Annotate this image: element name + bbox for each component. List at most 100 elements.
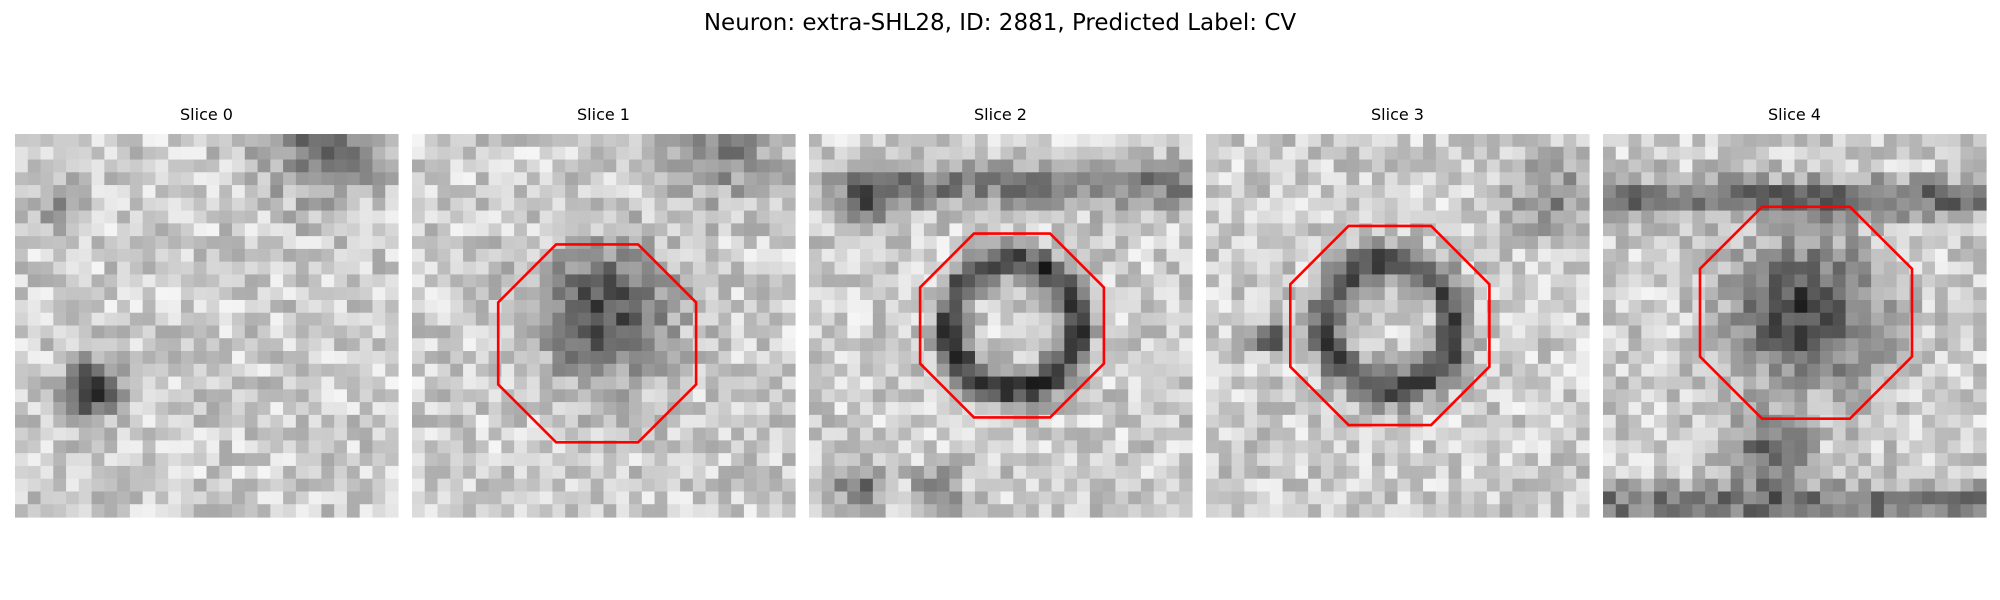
pixel (1537, 325, 1552, 339)
pixel (66, 223, 80, 237)
pixel (629, 185, 643, 199)
pixel (1089, 134, 1104, 148)
pixel (821, 274, 836, 288)
pixel (142, 223, 157, 237)
pixel (244, 338, 259, 352)
pixel (987, 427, 1002, 441)
pixel (1820, 274, 1834, 288)
pixel (66, 248, 80, 263)
pixel (1128, 427, 1142, 441)
pixel (616, 351, 630, 365)
pixel (1934, 402, 1949, 416)
pixel (834, 223, 848, 237)
pixel (692, 197, 707, 212)
pixel (1257, 478, 1271, 493)
pixel (1423, 465, 1437, 480)
pixel (654, 312, 668, 327)
pixel (809, 134, 823, 148)
pixel (1845, 389, 1859, 403)
pixel (1909, 376, 1923, 390)
pixel (1077, 504, 1091, 518)
pixel (539, 261, 554, 276)
pixel (911, 427, 925, 441)
pixel (731, 414, 745, 429)
pixel (1179, 465, 1193, 480)
panel-title: Slice 4 (1768, 105, 1821, 124)
pixel (629, 465, 643, 480)
pixel (1115, 453, 1129, 467)
pixel (155, 325, 169, 339)
pixel (885, 376, 899, 390)
pixel (923, 478, 938, 493)
pixel (1871, 197, 1885, 212)
pixel (860, 453, 874, 467)
pixel (270, 351, 284, 365)
pixel (718, 453, 732, 467)
pixel (15, 248, 29, 263)
pixel (1781, 185, 1796, 199)
pixel (244, 261, 259, 276)
pixel (1077, 159, 1091, 173)
pixel (1679, 465, 1693, 480)
pixel (1654, 223, 1668, 237)
pixel (1115, 134, 1129, 148)
pixel (1615, 172, 1630, 186)
pixel (1934, 261, 1949, 276)
pixel (1295, 453, 1309, 467)
pixel (193, 465, 208, 480)
pixel (565, 504, 579, 518)
pixel (463, 414, 477, 429)
pixel (1679, 478, 1693, 493)
pixel (475, 402, 490, 416)
pixel (552, 210, 566, 224)
pixel (565, 274, 579, 288)
pixel (1576, 172, 1590, 186)
pixel (15, 402, 29, 416)
pixel (346, 402, 361, 416)
pixel (1128, 338, 1142, 352)
pixel (91, 440, 105, 454)
roi-octagon (1289, 224, 1491, 427)
pixel (860, 363, 874, 378)
pixel (142, 197, 157, 212)
pixel (718, 248, 732, 263)
pixel (603, 402, 617, 416)
pixel (1486, 402, 1501, 416)
pixel (1832, 185, 1847, 199)
pixel (412, 248, 426, 263)
pixel (1756, 274, 1770, 288)
pixel (66, 453, 80, 467)
pixel (1102, 287, 1116, 301)
pixel (232, 389, 246, 403)
pixel (847, 389, 861, 403)
pixel (1563, 312, 1577, 327)
pixel (1000, 197, 1014, 212)
pixel (1397, 134, 1411, 148)
pixel (270, 185, 284, 199)
pixel (1563, 210, 1577, 224)
pixel (654, 325, 668, 339)
pixel (1026, 402, 1040, 416)
pixel (1384, 172, 1399, 186)
pixel (654, 491, 668, 505)
pixel (1295, 236, 1309, 250)
pixel (514, 363, 528, 378)
pixel (1474, 236, 1488, 250)
pixel (847, 223, 861, 237)
pixel (308, 363, 322, 378)
pixel (936, 312, 951, 327)
pixel (1333, 146, 1348, 161)
pixel (1615, 134, 1630, 148)
pixel (321, 453, 335, 467)
pixel (104, 402, 118, 416)
pixel (1896, 478, 1910, 493)
pixel (1244, 223, 1258, 237)
pixel (1295, 478, 1309, 493)
pixel (1525, 223, 1539, 237)
pixel (1807, 363, 1821, 378)
pixel (1359, 478, 1373, 493)
pixel (475, 312, 490, 327)
pixel (78, 185, 93, 199)
pixel (1026, 453, 1040, 467)
pixel (1947, 389, 1962, 403)
